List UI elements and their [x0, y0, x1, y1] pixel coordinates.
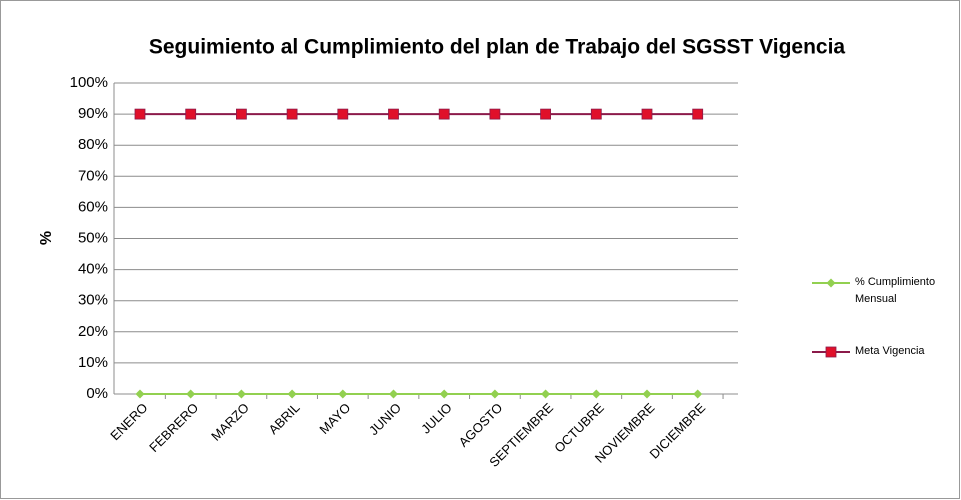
point-marker: [337, 108, 349, 120]
point-marker: [489, 108, 501, 120]
y-tick-label: 60%: [78, 198, 108, 215]
point-marker: [287, 389, 297, 399]
point-marker: [439, 389, 449, 399]
point-marker: [692, 108, 704, 120]
point-marker: [693, 389, 703, 399]
point-marker: [186, 389, 196, 399]
point-marker: [490, 389, 500, 399]
point-marker: [338, 389, 348, 399]
y-tick-label: 20%: [78, 323, 108, 340]
point-marker: [388, 108, 399, 120]
point-marker: [235, 108, 247, 120]
legend-item: Meta Vigencia: [855, 345, 925, 357]
chart-title: Seguimiento al Cumplimiento del plan de …: [149, 36, 846, 59]
y-tick-label: 0%: [86, 385, 108, 402]
point-marker: [389, 389, 398, 399]
point-marker: [185, 108, 197, 120]
point-marker: [540, 108, 551, 120]
legend-marker: [826, 278, 836, 288]
point-marker: [590, 108, 602, 120]
legend-label: Meta Vigencia: [855, 345, 925, 357]
point-marker: [236, 389, 246, 399]
point-marker: [438, 108, 450, 120]
y-tick-label: 30%: [78, 292, 108, 309]
y-tick-label: 70%: [78, 167, 108, 184]
point-marker: [591, 389, 601, 399]
y-tick-label: 10%: [78, 354, 108, 371]
legend-label: % Cumplimiento Mensual: [855, 276, 936, 305]
y-tick-label: 100%: [70, 74, 108, 91]
y-tick-label: 50%: [78, 229, 108, 246]
legend-marker: [825, 346, 837, 358]
y-axis-label: %: [38, 231, 55, 245]
y-tick-label: 40%: [78, 261, 108, 278]
legend-item: % Cumplimiento Mensual: [855, 276, 936, 305]
y-tick-label: 90%: [78, 105, 108, 122]
point-marker: [642, 389, 652, 399]
point-marker: [135, 389, 145, 399]
point-marker: [641, 108, 653, 120]
point-marker: [134, 108, 146, 120]
y-tick-label: 80%: [78, 136, 108, 153]
point-marker: [541, 389, 551, 399]
point-marker: [286, 108, 298, 120]
